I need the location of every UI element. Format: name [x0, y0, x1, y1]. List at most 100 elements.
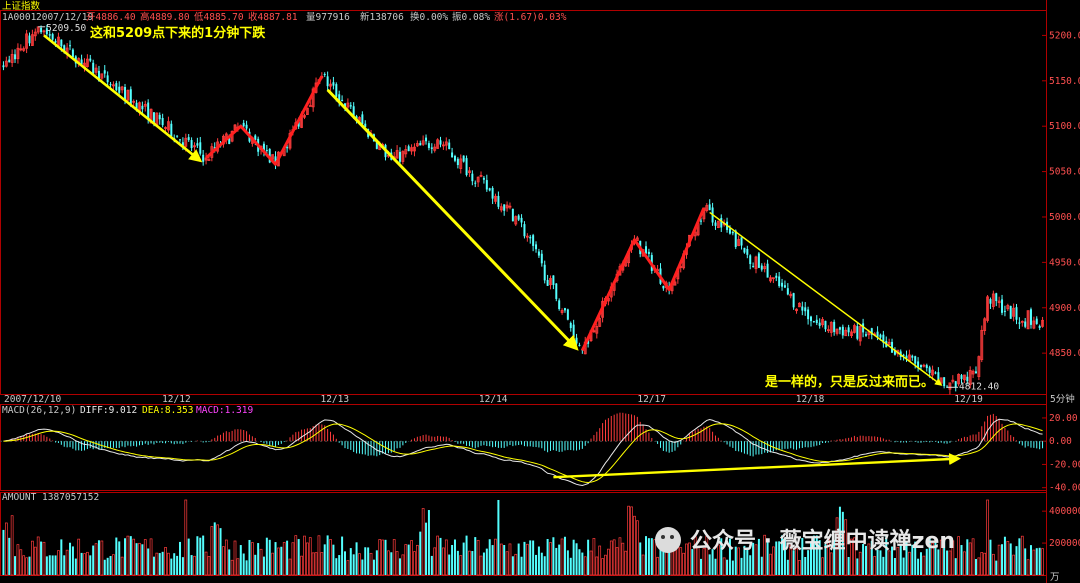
candle-body-up — [132, 100, 136, 103]
amount-bar-down — [254, 554, 257, 575]
candle-body-down — [537, 251, 540, 256]
amount-bar-down — [786, 559, 789, 575]
amount-bar-up — [983, 552, 987, 576]
candle-body-down — [462, 155, 465, 162]
amount-bar-up — [737, 547, 740, 576]
amount-bar-down — [280, 546, 283, 575]
candle-body-down — [749, 255, 752, 265]
candle-body-up — [143, 104, 147, 107]
amount-bar-down — [914, 541, 917, 575]
candle-body-up — [4, 60, 8, 67]
candle-body-up — [997, 300, 1001, 304]
amount-bar-down — [879, 550, 882, 575]
candle-body-up — [968, 369, 972, 386]
amount-bar-down — [781, 535, 784, 575]
candle-body-up — [771, 277, 775, 280]
candle-body-down — [482, 177, 485, 180]
amount-bar-down — [815, 535, 818, 575]
amount-bar-down — [503, 544, 506, 575]
candle-body-up — [33, 31, 37, 37]
candle-body-down — [876, 331, 879, 337]
amount-bar-up — [291, 542, 295, 576]
price-tick-label: 5000.00 — [1049, 212, 1080, 223]
candle-body-down — [297, 121, 300, 127]
amount-bar-down — [242, 553, 245, 575]
candle-body-down — [995, 293, 998, 302]
amount-bar-up — [442, 547, 445, 576]
candle-body-down — [807, 309, 810, 320]
candle-body-down — [202, 154, 205, 162]
candle-body-up — [635, 237, 639, 241]
amount-bar-down — [552, 537, 555, 575]
candle-body-down — [563, 308, 566, 311]
candle-body-down — [917, 361, 920, 368]
amount-bar-down — [847, 556, 850, 575]
amount-bar-up — [621, 542, 625, 576]
candle-body-down — [546, 279, 549, 286]
candle-body-down — [196, 143, 199, 146]
amount-bar-down — [228, 549, 231, 575]
date-label: 12/13 — [320, 394, 349, 405]
red-zigzag-stroke — [205, 75, 324, 166]
candle-body-down — [465, 158, 468, 176]
candle-body-up — [887, 341, 891, 346]
amount-bar-down — [202, 535, 205, 575]
candle-body-up — [1020, 320, 1024, 323]
candle-body-down — [54, 40, 57, 43]
candle-body-up — [795, 308, 798, 312]
low-label: 低4885.70 — [194, 11, 244, 23]
macd-tick-label: 0.00 — [1049, 436, 1072, 447]
amount-bar-up — [204, 551, 208, 576]
amount-bar-down — [425, 522, 428, 575]
amount-bar-down — [364, 547, 367, 575]
candle-body-down — [786, 288, 789, 295]
new-label: 新138706 — [360, 11, 404, 23]
amount-bar-up — [94, 543, 98, 576]
candle-body-down — [45, 28, 48, 35]
panel-frame — [0, 404, 1047, 491]
candle-body-down — [135, 102, 138, 111]
amount-bar-down — [540, 552, 543, 575]
amount-bar-up — [853, 537, 856, 576]
candle-body-up — [598, 318, 602, 327]
candle-body-down — [1038, 325, 1041, 328]
amount-label: AMOUNT 1387057152 — [2, 492, 99, 503]
candle-body-down — [809, 316, 812, 322]
amount-bar-up — [436, 535, 439, 576]
amount-bar-down — [219, 528, 222, 575]
candle-body-up — [549, 278, 552, 286]
candle-body-down — [51, 34, 54, 40]
candle-body-up — [957, 373, 961, 385]
amount-bar-up — [149, 538, 153, 576]
amount-bar-down — [115, 537, 118, 575]
price-tick-label: 4850.00 — [1049, 348, 1080, 359]
candle-body-down — [430, 147, 433, 149]
candle-body-up — [514, 216, 518, 225]
amount-bar-down — [937, 549, 940, 575]
amount-bar-up — [835, 517, 839, 576]
amount-bar-down — [569, 557, 572, 575]
candle-body-down — [781, 282, 784, 287]
candle-body-up — [167, 121, 170, 131]
candle-body-up — [835, 328, 839, 334]
amount-bar-up — [303, 535, 306, 576]
candle-body-down — [147, 102, 150, 120]
amount-bar-up — [977, 557, 981, 576]
amount-bar-down — [532, 540, 535, 575]
low-price-label: 4812.40 — [959, 381, 999, 392]
candle-body-down — [752, 265, 755, 267]
candle-body-up — [769, 277, 772, 282]
candle-body-up — [494, 195, 497, 202]
candle-body-down — [190, 140, 193, 149]
amount-bar-up — [595, 556, 599, 576]
amount-bar-down — [268, 539, 271, 575]
date-label: 12/12 — [162, 394, 191, 405]
open-label: 开4886.40 — [86, 12, 136, 23]
price-tick-label: 4950.00 — [1049, 257, 1080, 268]
macd-divergence-arrow — [553, 453, 962, 479]
candle-body-up — [42, 30, 46, 33]
amount-unit: 万 — [1050, 572, 1060, 583]
amount-bar-up — [22, 555, 26, 576]
amount-bar-up — [682, 552, 685, 576]
candle-body-up — [858, 326, 862, 342]
